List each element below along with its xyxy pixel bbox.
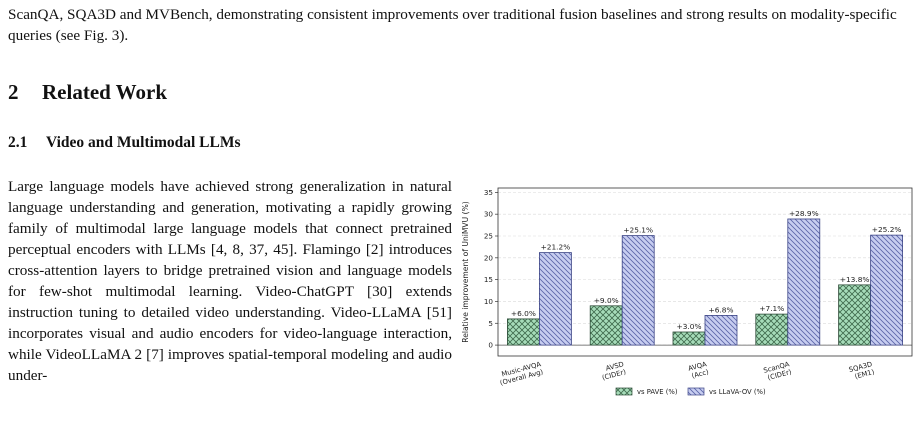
x-tick-label-line: (CIDEr)	[601, 368, 627, 382]
bar	[870, 234, 904, 346]
y-tick-label: 30	[484, 210, 494, 219]
bar	[672, 331, 706, 346]
intro-paragraph: ScanQA, SQA3D and MVBench, demonstrating…	[8, 6, 897, 44]
bar-value-label: +6.0%	[511, 309, 536, 318]
bar-value-label: +25.1%	[623, 226, 653, 235]
subsection-heading: 2.1 Video and Multimodal LLMs	[8, 134, 241, 152]
y-tick-label: 0	[488, 341, 493, 350]
bar	[621, 235, 655, 346]
bar-value-label: +3.0%	[677, 322, 702, 331]
y-tick-label: 25	[484, 232, 493, 241]
improvement-bar-chart: 0 5 10 15 20 25 30 35 Relative improvement of Un…	[456, 180, 916, 410]
section-title: Related Work	[42, 80, 168, 104]
legend-swatch	[687, 387, 705, 396]
bar-value-label: +21.2%	[541, 243, 571, 252]
section-number: 2	[8, 80, 19, 104]
bar-value-label: +13.8%	[840, 275, 870, 284]
x-tick-label: SQA3D(EM1)	[848, 360, 876, 382]
subsection-title: Video and Multimodal LLMs	[46, 134, 241, 151]
legend-label: vs LLaVA-OV (%)	[709, 388, 766, 396]
bar	[838, 284, 872, 346]
bar-value-label: +9.0%	[594, 296, 619, 305]
legend-swatch	[615, 387, 633, 396]
bar	[589, 305, 623, 346]
bar	[539, 252, 572, 346]
plot-frame	[497, 187, 913, 357]
subsection-number: 2.1	[8, 134, 28, 151]
x-tick-label: Music-AVQA(Overall Avg)	[497, 360, 544, 387]
bar-value-label: +25.2%	[872, 225, 902, 234]
bar	[704, 315, 738, 346]
legend-label: vs PAVE (%)	[637, 388, 678, 396]
bar	[755, 313, 789, 346]
x-tick-label: AVSD(CIDEr)	[599, 360, 627, 382]
chart-svg: 0 5 10 15 20 25 30 35 Relative improvement of Un…	[461, 187, 913, 396]
x-tick-label: ScanQA(CIDEr)	[763, 360, 793, 382]
body-paragraph: Large language models have achieved stro…	[8, 178, 452, 385]
y-tick-label: 35	[484, 188, 493, 197]
bar	[507, 318, 540, 346]
section-heading: 2 Related Work	[8, 80, 167, 105]
bar	[787, 218, 821, 346]
y-tick-label: 20	[484, 253, 494, 262]
y-tick-label: 5	[488, 319, 493, 328]
y-tick-label: 15	[484, 275, 493, 284]
y-tick-label: 10	[484, 297, 494, 306]
bar-value-label: +7.1%	[759, 304, 784, 313]
x-tick-label: AVQA(Acc)	[687, 360, 710, 380]
y-axis-label: Relative improvement of UniMVU (%)	[461, 201, 470, 343]
bar-value-label: +28.9%	[789, 209, 819, 218]
bar-value-label: +6.8%	[709, 305, 734, 314]
